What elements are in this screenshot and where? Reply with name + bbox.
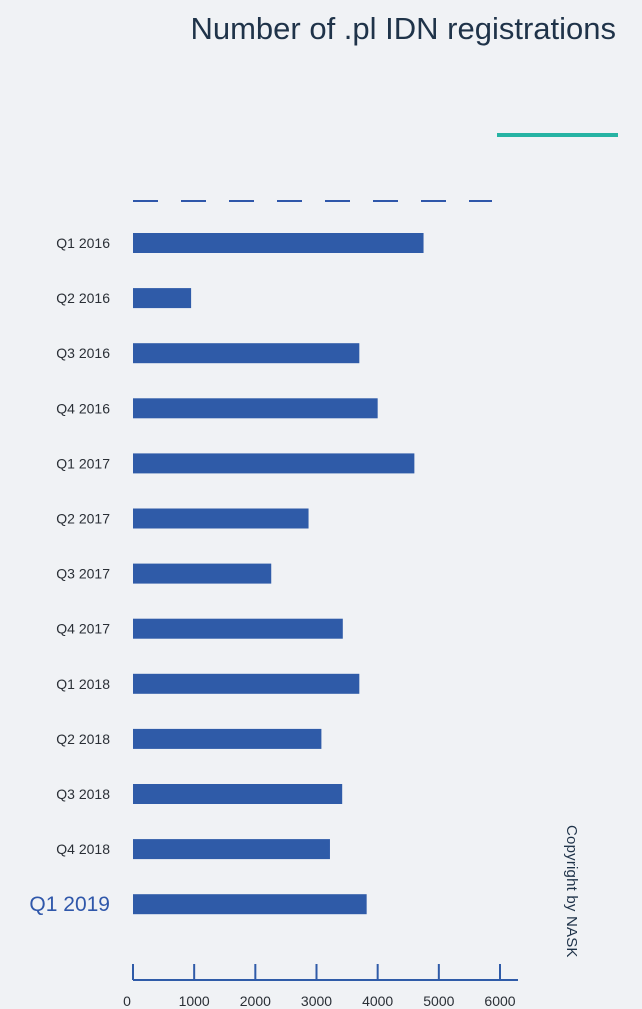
- category-label: Q3 2018: [56, 786, 110, 802]
- bar: [133, 453, 415, 474]
- bar: [133, 563, 272, 584]
- category-label: Q1 2019: [29, 893, 110, 916]
- x-tick-label: 6000: [484, 993, 515, 1009]
- x-tick-label: 0: [123, 993, 131, 1009]
- bar: [133, 894, 367, 915]
- bar: [133, 839, 330, 860]
- category-label: Q1 2016: [56, 235, 110, 251]
- category-label: Q4 2018: [56, 841, 110, 857]
- category-label: Q2 2018: [56, 731, 110, 747]
- bar: [133, 618, 343, 639]
- copyright-text: Copyright by NASK: [563, 825, 580, 958]
- category-label: Q1 2017: [56, 455, 110, 471]
- bar: [133, 288, 192, 309]
- bar: [133, 508, 309, 529]
- x-tick-label: 5000: [423, 993, 454, 1009]
- x-tick-label: 3000: [301, 993, 332, 1009]
- category-label: Q2 2017: [56, 511, 110, 527]
- bar: [133, 233, 424, 253]
- category-label: Q2 2016: [56, 290, 110, 306]
- x-axis: 0 1000 2000 3000 4000 5000 6000: [123, 964, 518, 1009]
- x-tick-label: 4000: [362, 993, 393, 1009]
- category-label: Q3 2017: [56, 566, 110, 582]
- category-label: Q4 2017: [56, 621, 110, 637]
- x-tick-label: 2000: [240, 993, 271, 1009]
- title-accent-line: [497, 133, 618, 137]
- chart-title: Number of .pl IDN registrations: [190, 11, 616, 46]
- bar: [133, 343, 360, 364]
- category-label: Q3 2016: [56, 345, 110, 361]
- category-label: Q1 2018: [56, 676, 110, 692]
- bar: [133, 398, 378, 419]
- bar: [133, 784, 343, 804]
- bar: [133, 728, 322, 749]
- category-label: Q4 2016: [56, 400, 110, 416]
- x-tick-label: 1000: [179, 993, 210, 1009]
- bar: [133, 673, 360, 694]
